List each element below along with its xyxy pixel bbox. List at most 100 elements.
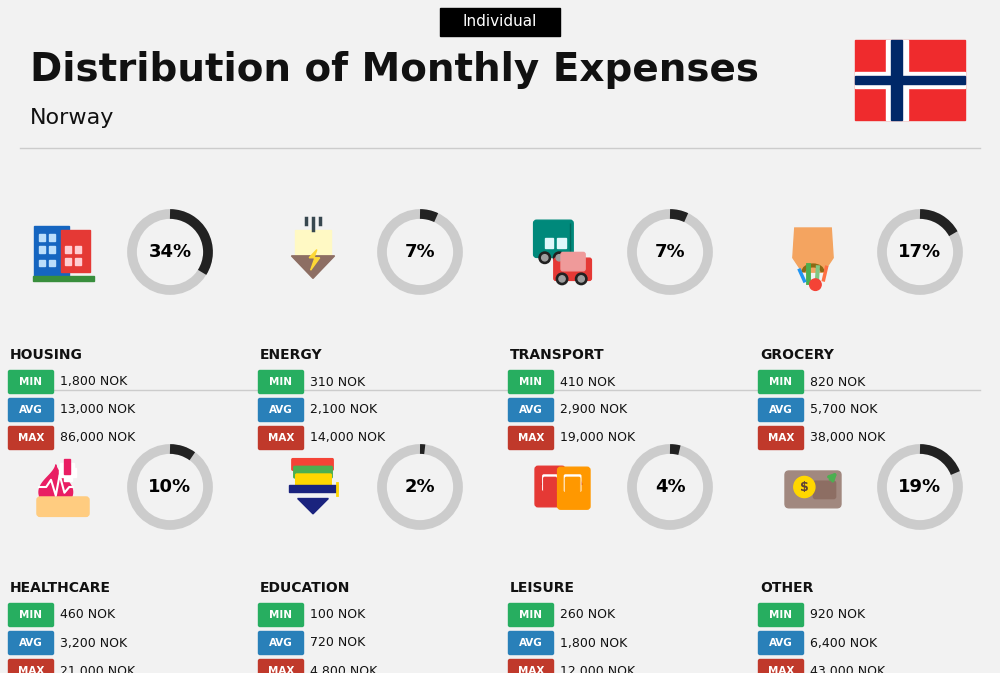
FancyBboxPatch shape <box>258 660 304 673</box>
FancyBboxPatch shape <box>8 371 54 394</box>
FancyBboxPatch shape <box>49 246 55 253</box>
FancyBboxPatch shape <box>544 477 556 491</box>
Text: AVG: AVG <box>269 405 293 415</box>
Text: LEISURE: LEISURE <box>510 581 575 595</box>
FancyBboxPatch shape <box>60 464 74 470</box>
Text: Distribution of Monthly Expenses: Distribution of Monthly Expenses <box>30 51 759 89</box>
FancyBboxPatch shape <box>564 475 581 491</box>
FancyBboxPatch shape <box>37 497 89 516</box>
FancyBboxPatch shape <box>34 225 69 279</box>
FancyBboxPatch shape <box>554 258 591 281</box>
Text: 7%: 7% <box>655 243 685 261</box>
FancyBboxPatch shape <box>759 427 804 450</box>
Text: AVG: AVG <box>769 405 793 415</box>
Text: MIN: MIN <box>520 610 542 620</box>
Circle shape <box>542 254 548 261</box>
Text: 920 NOK: 920 NOK <box>810 608 865 621</box>
FancyBboxPatch shape <box>509 371 554 394</box>
Text: 2,100 NOK: 2,100 NOK <box>310 404 377 417</box>
Text: 13,000 NOK: 13,000 NOK <box>60 404 135 417</box>
FancyBboxPatch shape <box>8 631 54 655</box>
Circle shape <box>578 276 584 282</box>
Circle shape <box>556 273 568 285</box>
FancyBboxPatch shape <box>545 238 553 248</box>
Text: 460 NOK: 460 NOK <box>60 608 115 621</box>
Text: EDUCATION: EDUCATION <box>260 581 350 595</box>
FancyBboxPatch shape <box>65 258 71 265</box>
FancyBboxPatch shape <box>509 660 554 673</box>
Text: 38,000 NOK: 38,000 NOK <box>810 431 885 444</box>
Text: ENERGY: ENERGY <box>260 348 323 362</box>
Text: 4,800 NOK: 4,800 NOK <box>310 664 377 673</box>
Circle shape <box>539 252 551 264</box>
Circle shape <box>553 252 565 264</box>
Text: 310 NOK: 310 NOK <box>310 376 365 388</box>
FancyBboxPatch shape <box>258 631 304 655</box>
FancyBboxPatch shape <box>759 604 804 627</box>
FancyBboxPatch shape <box>509 427 554 450</box>
FancyBboxPatch shape <box>440 8 560 36</box>
Text: MIN: MIN <box>770 377 792 387</box>
Text: MAX: MAX <box>518 433 544 443</box>
FancyBboxPatch shape <box>891 40 902 120</box>
Text: 410 NOK: 410 NOK <box>560 376 615 388</box>
Circle shape <box>559 276 565 282</box>
Text: HOUSING: HOUSING <box>10 348 83 362</box>
Text: 100 NOK: 100 NOK <box>310 608 365 621</box>
FancyBboxPatch shape <box>258 604 304 627</box>
FancyBboxPatch shape <box>59 468 76 477</box>
FancyBboxPatch shape <box>8 398 54 421</box>
FancyBboxPatch shape <box>8 427 54 450</box>
FancyBboxPatch shape <box>33 276 94 281</box>
Polygon shape <box>295 230 331 256</box>
FancyBboxPatch shape <box>855 76 965 84</box>
Circle shape <box>810 279 821 291</box>
FancyBboxPatch shape <box>289 485 337 492</box>
Text: 19,000 NOK: 19,000 NOK <box>560 431 635 444</box>
Text: 820 NOK: 820 NOK <box>810 376 865 388</box>
FancyBboxPatch shape <box>785 471 841 508</box>
FancyBboxPatch shape <box>64 459 70 474</box>
Text: 6,400 NOK: 6,400 NOK <box>810 637 877 649</box>
Text: 43,000 NOK: 43,000 NOK <box>810 664 885 673</box>
FancyBboxPatch shape <box>8 604 54 627</box>
FancyBboxPatch shape <box>759 660 804 673</box>
Text: MIN: MIN <box>270 610 292 620</box>
FancyBboxPatch shape <box>64 464 72 481</box>
FancyBboxPatch shape <box>565 477 580 493</box>
FancyBboxPatch shape <box>535 466 565 507</box>
Text: 4%: 4% <box>655 478 685 496</box>
FancyBboxPatch shape <box>509 604 554 627</box>
FancyBboxPatch shape <box>39 260 45 267</box>
Polygon shape <box>291 256 335 279</box>
Text: $: $ <box>800 481 809 493</box>
FancyBboxPatch shape <box>509 631 554 655</box>
FancyBboxPatch shape <box>886 40 908 120</box>
Text: 3,200 NOK: 3,200 NOK <box>60 637 127 649</box>
Text: 10%: 10% <box>148 478 192 496</box>
FancyBboxPatch shape <box>258 398 304 421</box>
FancyBboxPatch shape <box>534 220 573 257</box>
FancyBboxPatch shape <box>258 371 304 394</box>
FancyBboxPatch shape <box>292 458 333 470</box>
Text: TRANSPORT: TRANSPORT <box>510 348 605 362</box>
FancyBboxPatch shape <box>558 467 590 509</box>
FancyBboxPatch shape <box>759 398 804 421</box>
Polygon shape <box>309 250 320 271</box>
FancyBboxPatch shape <box>294 466 332 478</box>
FancyBboxPatch shape <box>61 230 90 272</box>
FancyBboxPatch shape <box>8 660 54 673</box>
Text: AVG: AVG <box>19 405 43 415</box>
Text: 260 NOK: 260 NOK <box>560 608 615 621</box>
Text: AVG: AVG <box>769 638 793 648</box>
Text: AVG: AVG <box>19 638 43 648</box>
Text: 34%: 34% <box>148 243 192 261</box>
Circle shape <box>575 273 587 285</box>
FancyBboxPatch shape <box>39 246 45 253</box>
FancyBboxPatch shape <box>561 252 585 271</box>
Text: MAX: MAX <box>768 666 794 673</box>
Text: 2%: 2% <box>405 478 435 496</box>
Text: AVG: AVG <box>269 638 293 648</box>
FancyBboxPatch shape <box>65 246 71 253</box>
FancyBboxPatch shape <box>759 371 804 394</box>
